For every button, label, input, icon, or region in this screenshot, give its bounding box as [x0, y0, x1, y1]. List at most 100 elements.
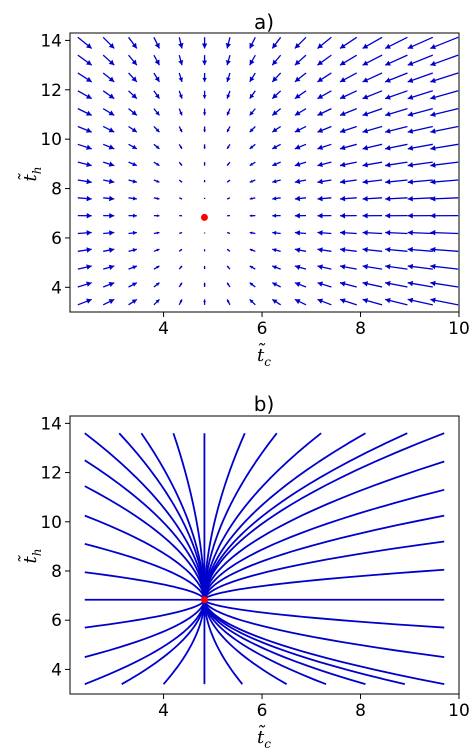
streamline — [203, 460, 445, 600]
y-tick-label: 10 — [40, 513, 62, 533]
field-arrowhead — [108, 93, 115, 99]
field-arrowhead — [317, 264, 323, 270]
field-arrowhead — [86, 298, 92, 304]
field-arrowhead — [227, 197, 229, 200]
field-arrowhead — [294, 161, 301, 167]
field-arrowhead — [430, 128, 436, 134]
field-arrowhead — [385, 179, 391, 185]
panel-a-y-ticks: 4 6 8 10 12 14 — [40, 31, 70, 298]
field-arrowhead — [108, 144, 115, 150]
field-arrowhead — [179, 163, 183, 166]
field-arrowhead — [385, 196, 391, 202]
field-arrowhead — [340, 212, 346, 219]
field-arrowhead — [294, 144, 301, 150]
field-arrowhead — [407, 77, 414, 83]
field-arrowhead — [407, 246, 413, 253]
field-arrowhead — [131, 59, 137, 66]
streamline — [203, 432, 366, 600]
field-arrowhead — [317, 247, 323, 253]
panel-b-streamlines — [84, 432, 445, 686]
field-arrowhead — [272, 76, 278, 82]
field-arrowhead — [272, 299, 278, 304]
field-arrowhead — [294, 212, 300, 219]
field-arrowhead — [108, 110, 115, 116]
field-arrowhead — [340, 77, 346, 82]
y-tick-label: 6 — [51, 611, 62, 631]
field-arrowhead — [249, 59, 255, 66]
field-arrowhead — [317, 212, 323, 219]
field-arrowhead — [108, 59, 115, 66]
field-arrowhead — [385, 60, 391, 66]
field-arrowhead — [317, 195, 323, 202]
field-arrowhead — [86, 212, 92, 219]
field-arrowhead — [340, 110, 346, 117]
field-arrowhead — [155, 282, 160, 286]
x-tick-label: 6 — [257, 319, 268, 339]
field-arrowhead — [86, 43, 92, 49]
streamline — [203, 599, 406, 686]
panel-a-x-label: t̃c — [257, 343, 271, 369]
field-arrowhead — [249, 76, 255, 82]
field-arrowhead — [362, 128, 369, 134]
field-arrowhead — [156, 265, 160, 269]
field-arrowhead — [362, 43, 369, 49]
fixed-point — [200, 596, 208, 604]
field-arrowhead — [204, 181, 206, 183]
field-arrowhead — [86, 195, 92, 202]
field-arrowhead — [249, 282, 254, 287]
field-arrowhead — [227, 215, 229, 217]
field-arrowhead — [430, 60, 436, 67]
field-arrowhead — [109, 230, 115, 236]
x-tick-label: 8 — [355, 319, 366, 339]
x-tick-label: 10 — [448, 701, 470, 721]
field-arrowhead — [86, 110, 92, 116]
field-arrowhead — [178, 77, 183, 82]
field-arrowhead — [294, 110, 301, 116]
field-arrowhead — [362, 94, 369, 100]
field-arrowhead — [132, 161, 137, 167]
field-arrowhead — [132, 265, 137, 270]
field-arrowhead — [407, 196, 413, 202]
field-arrowhead — [202, 77, 207, 82]
panel-b-frame — [69, 415, 460, 695]
field-arrowhead — [201, 43, 208, 49]
field-arrowhead — [317, 110, 324, 116]
field-arrowhead — [430, 297, 436, 304]
field-arrowhead — [179, 146, 183, 149]
field-arrowhead — [407, 60, 414, 66]
field-arrowhead — [407, 111, 414, 117]
field-arrowhead — [317, 178, 323, 185]
field-arrowhead — [204, 198, 205, 200]
field-arrowhead — [294, 247, 301, 253]
field-arrowhead — [430, 145, 436, 151]
panel-a: a) 4 6 8 10 4 6 8 10 12 14 t̃c t̃h — [18, 10, 470, 369]
field-arrowhead — [407, 94, 414, 100]
field-arrowhead — [407, 128, 414, 134]
field-arrowhead — [156, 179, 160, 183]
field-arrowhead — [294, 195, 301, 202]
field-arrowhead — [180, 232, 183, 234]
field-arrowhead — [294, 178, 301, 184]
field-arrowhead — [108, 299, 115, 305]
field-arrowhead — [272, 196, 277, 201]
field-arrowhead — [272, 59, 278, 66]
field-arrowhead — [362, 230, 368, 236]
field-arrowhead — [156, 162, 160, 166]
y-tick-label: 8 — [51, 180, 62, 200]
field-arrowhead — [385, 212, 391, 219]
field-arrowhead — [340, 178, 346, 185]
field-arrowhead — [227, 265, 230, 269]
field-arrowhead — [86, 230, 92, 236]
field-arrowhead — [86, 127, 92, 133]
field-arrowhead — [362, 212, 368, 219]
field-arrowhead — [227, 232, 229, 234]
panel-a-y-label: t̃h — [18, 167, 44, 182]
field-arrowhead — [340, 281, 346, 287]
field-arrowhead — [385, 162, 391, 168]
field-arrowhead — [430, 77, 436, 84]
field-arrowhead — [203, 265, 206, 268]
field-arrowhead — [226, 77, 231, 82]
field-arrowhead — [362, 77, 369, 83]
field-arrowhead — [294, 299, 301, 305]
